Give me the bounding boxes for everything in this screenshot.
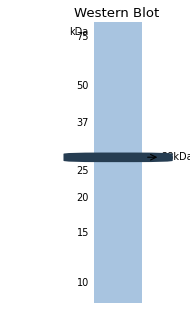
FancyBboxPatch shape bbox=[94, 22, 142, 303]
Text: kDa: kDa bbox=[70, 27, 89, 37]
Title: Western Blot: Western Blot bbox=[74, 7, 159, 20]
Text: 15: 15 bbox=[76, 228, 89, 239]
Text: 25: 25 bbox=[76, 166, 89, 176]
FancyBboxPatch shape bbox=[63, 153, 173, 162]
Text: 75: 75 bbox=[76, 32, 89, 42]
Text: 20: 20 bbox=[76, 193, 89, 203]
Text: 28kDa: 28kDa bbox=[162, 152, 190, 162]
Text: 37: 37 bbox=[76, 118, 89, 128]
Text: 10: 10 bbox=[77, 278, 89, 288]
Text: 50: 50 bbox=[76, 82, 89, 91]
